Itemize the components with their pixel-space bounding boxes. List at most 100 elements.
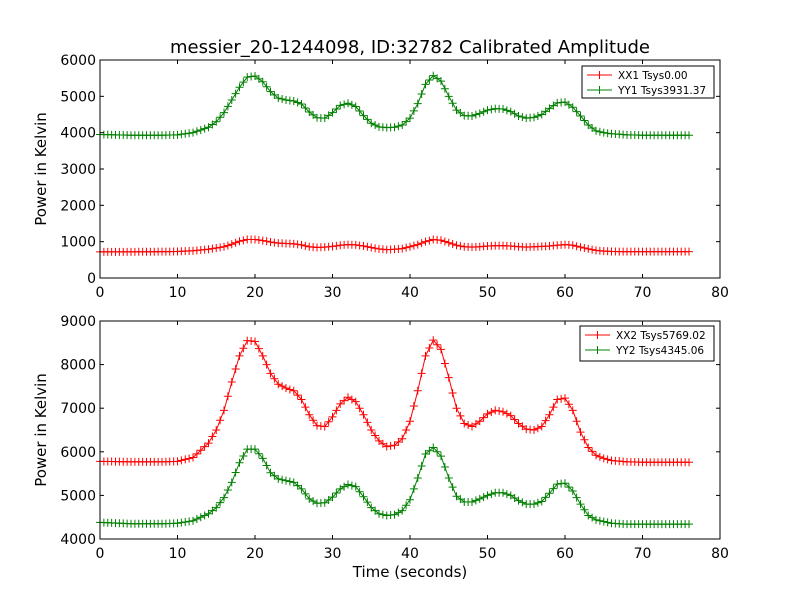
data-point xyxy=(576,428,585,437)
data-point xyxy=(572,417,581,426)
data-point xyxy=(398,506,407,515)
data-point xyxy=(177,518,186,527)
x-tick-label: 40 xyxy=(401,546,419,562)
data-point xyxy=(254,449,263,458)
data-point xyxy=(409,106,418,115)
data-point xyxy=(258,236,267,245)
data-point xyxy=(355,487,364,496)
data-point xyxy=(177,130,186,139)
data-point xyxy=(351,482,360,491)
x-tick-label: 20 xyxy=(246,285,264,301)
data-point xyxy=(270,238,279,247)
data-point xyxy=(301,241,310,250)
x-axis-label: Time (seconds) xyxy=(352,563,468,581)
data-point xyxy=(235,237,244,246)
data-point xyxy=(212,117,221,126)
data-point xyxy=(541,493,550,502)
data-point xyxy=(332,406,341,415)
data-point xyxy=(297,240,306,249)
data-point xyxy=(220,242,228,251)
data-point xyxy=(220,493,228,502)
legend: XX2 Tsys5769.02 YY2 Tsys4345.06 xyxy=(579,325,715,362)
x-tick-label: 60 xyxy=(556,546,574,562)
data-point xyxy=(588,245,597,254)
legend-marker xyxy=(595,86,604,94)
data-point xyxy=(305,410,314,419)
chart-title: messier_20-1244098, ID:32782 Calibrated … xyxy=(170,37,650,58)
data-point xyxy=(216,243,225,252)
y-tick-label: 2000 xyxy=(60,198,96,214)
data-point xyxy=(417,239,426,248)
data-point xyxy=(355,404,364,413)
data-point xyxy=(274,380,283,389)
data-point xyxy=(297,395,306,404)
data-point xyxy=(192,514,201,523)
data-point xyxy=(231,364,240,373)
data-point xyxy=(258,454,267,463)
data-point xyxy=(599,454,608,463)
data-point xyxy=(413,473,422,482)
data-point xyxy=(220,406,228,415)
data-point xyxy=(545,489,554,498)
x-tick-label: 40 xyxy=(401,285,419,301)
data-point xyxy=(502,106,511,115)
data-point xyxy=(344,99,352,108)
data-point xyxy=(413,240,422,249)
data-point xyxy=(487,105,496,114)
data-point xyxy=(479,413,488,422)
data-point xyxy=(499,105,507,114)
data-point xyxy=(409,402,418,411)
data-point xyxy=(324,417,333,426)
data-point xyxy=(433,447,442,456)
data-point xyxy=(297,99,306,108)
legend: XX1 Tsys0.00 YY1 Tsys3931.37 xyxy=(581,65,715,99)
data-point xyxy=(545,410,554,419)
data-point xyxy=(301,489,310,498)
data-point xyxy=(444,92,453,101)
data-point xyxy=(471,110,480,119)
y-tick-label: 7000 xyxy=(60,401,96,417)
data-point xyxy=(541,416,550,425)
x-tick-label: 10 xyxy=(169,285,187,301)
data-point xyxy=(173,130,182,139)
data-point xyxy=(433,340,442,349)
data-point xyxy=(390,510,399,519)
data-point xyxy=(421,351,430,360)
data-point xyxy=(231,468,240,477)
data-point xyxy=(208,244,217,253)
legend-box xyxy=(579,325,715,362)
data-point xyxy=(409,484,418,493)
data-point xyxy=(568,406,577,415)
data-point xyxy=(425,344,434,353)
data-point xyxy=(448,99,457,108)
data-point xyxy=(592,515,600,524)
data-point xyxy=(456,242,465,251)
data-point xyxy=(603,455,612,464)
data-point xyxy=(475,109,484,118)
data-point xyxy=(491,406,500,415)
data-point xyxy=(251,235,259,244)
data-point xyxy=(309,416,318,425)
data-point xyxy=(347,100,356,109)
data-point xyxy=(475,494,484,503)
data-point xyxy=(576,500,585,509)
data-point xyxy=(561,394,569,403)
data-point xyxy=(530,500,538,509)
data-point xyxy=(367,426,376,434)
series-2 xyxy=(96,71,693,140)
data-point xyxy=(561,479,569,488)
data-point xyxy=(406,417,414,426)
data-point xyxy=(402,426,411,434)
data-point xyxy=(599,128,608,137)
data-point xyxy=(568,241,577,250)
x-tick-label: 50 xyxy=(479,546,497,562)
data-point xyxy=(258,77,267,86)
data-point xyxy=(196,125,205,134)
x-tick-label: 10 xyxy=(169,546,187,562)
data-point xyxy=(235,83,244,92)
data-point xyxy=(592,451,600,460)
y-tick-label: 5000 xyxy=(60,488,96,504)
data-point xyxy=(371,121,380,130)
data-point xyxy=(576,243,585,252)
data-point xyxy=(390,123,399,132)
